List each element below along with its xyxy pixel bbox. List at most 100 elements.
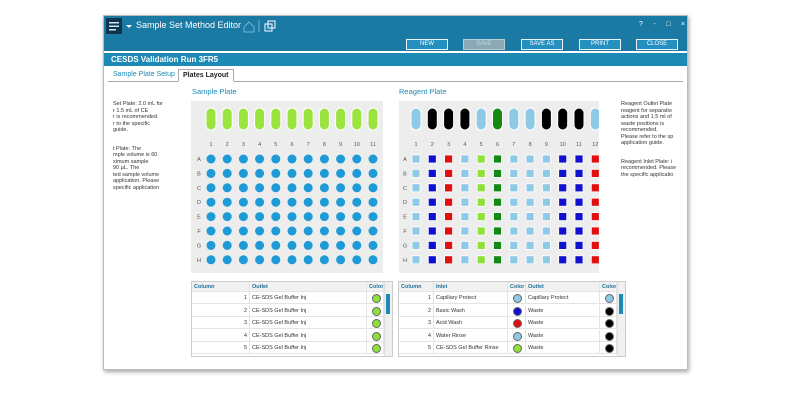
note-line: r is recommended. (113, 114, 159, 120)
well (493, 226, 502, 236)
well (525, 169, 535, 178)
well (287, 212, 297, 222)
well (541, 197, 551, 207)
scroll-thumb (619, 294, 623, 314)
well (493, 212, 502, 221)
well (574, 226, 584, 236)
well (493, 197, 502, 207)
well (222, 255, 232, 265)
well (303, 226, 313, 236)
note-line: Set Plate: 2.0 mL for (113, 101, 163, 107)
column-label: 8 (323, 142, 326, 148)
well (427, 212, 437, 221)
color-swatch (371, 344, 381, 353)
note-line: actions and 1.5 ml of (621, 114, 672, 120)
table-cell: 1 (192, 292, 250, 304)
well (271, 255, 281, 265)
table-cell: Basic Wash (434, 304, 508, 317)
well (444, 154, 453, 164)
well (206, 154, 216, 164)
table-cell: CE-SDS Gel Buffer Inj (250, 329, 367, 342)
well (590, 183, 599, 193)
well (541, 183, 551, 193)
note-line: Reagent Outlet Plate (621, 101, 673, 107)
well (493, 255, 502, 265)
app-window: Sample Set Method Editor ? - □ × NEW SAV… (103, 15, 688, 370)
well (411, 183, 421, 193)
note-line: Please refer to the sp (621, 133, 674, 140)
column-label: 5 (480, 142, 483, 148)
well (271, 183, 281, 193)
well (319, 197, 329, 207)
well (336, 168, 346, 178)
color-cell (367, 342, 384, 354)
well (271, 197, 281, 207)
well (255, 197, 265, 207)
well (238, 212, 248, 222)
well (271, 212, 281, 222)
table-cell: Waste (526, 317, 600, 329)
vial (302, 107, 314, 131)
well (287, 154, 297, 164)
well (525, 197, 535, 207)
print-button[interactable]: PRINT (579, 39, 621, 50)
column-label: 10 (354, 142, 360, 148)
well (303, 168, 313, 178)
note-block: t Plate: The mple volume is 60 ximum sampl… (113, 146, 181, 192)
row-label: C (403, 186, 407, 192)
well (574, 255, 584, 265)
column-header: Outlet (526, 282, 600, 292)
vial (508, 107, 520, 131)
title-icons (243, 20, 276, 33)
note-line: ted sample volume (113, 171, 160, 178)
well (493, 183, 502, 193)
app-logo (106, 18, 132, 34)
vial (475, 107, 487, 131)
well (336, 212, 346, 222)
column-label: 1 (209, 142, 212, 148)
minimize-button[interactable]: - (653, 21, 656, 28)
note-line: mple volume is 60 (113, 152, 158, 158)
well (427, 169, 437, 178)
well (411, 226, 421, 236)
row-label: G (403, 243, 407, 249)
well (574, 169, 584, 178)
row-label: G (197, 243, 201, 249)
well (509, 169, 519, 178)
reagent-table: Column Inlet Color Outlet Color 1 Capillary Pr… (398, 281, 626, 357)
well (444, 169, 453, 178)
well (238, 255, 248, 265)
well (336, 255, 346, 265)
well (336, 226, 346, 236)
well (509, 183, 519, 193)
new-button[interactable]: NEW (406, 39, 448, 50)
table-cell: 2 (399, 304, 434, 317)
well (319, 154, 329, 164)
table-cell: Water Rinse (434, 329, 508, 342)
well (255, 183, 265, 193)
column-label: 3 (447, 142, 450, 148)
tab-active[interactable]: Plates Layout (178, 69, 234, 82)
table-cell: CE-SDS Gel Buffer Inj (250, 292, 367, 304)
well (411, 169, 421, 178)
row-label: B (197, 171, 201, 177)
maximize-button[interactable]: □ (666, 21, 671, 28)
well (238, 240, 248, 250)
section-title: Reagent Plate (399, 87, 447, 96)
well (590, 226, 599, 236)
well (352, 154, 362, 164)
window-title: Sample Set Method Editor (136, 20, 242, 30)
close-button[interactable]: CLOSE (636, 39, 678, 50)
close-window-button[interactable]: × (680, 21, 685, 28)
tab[interactable]: Sample Plate Setup (113, 71, 175, 78)
vial (557, 107, 569, 131)
well (319, 168, 329, 178)
help-button[interactable]: ? (639, 21, 643, 28)
well (411, 240, 421, 250)
color-swatch (371, 331, 381, 341)
well (319, 255, 329, 265)
note-line: application guide. (621, 140, 664, 146)
save-as-button[interactable]: SAVE AS (521, 39, 563, 50)
column-label: 11 (576, 142, 582, 148)
row-label: H (403, 258, 407, 264)
